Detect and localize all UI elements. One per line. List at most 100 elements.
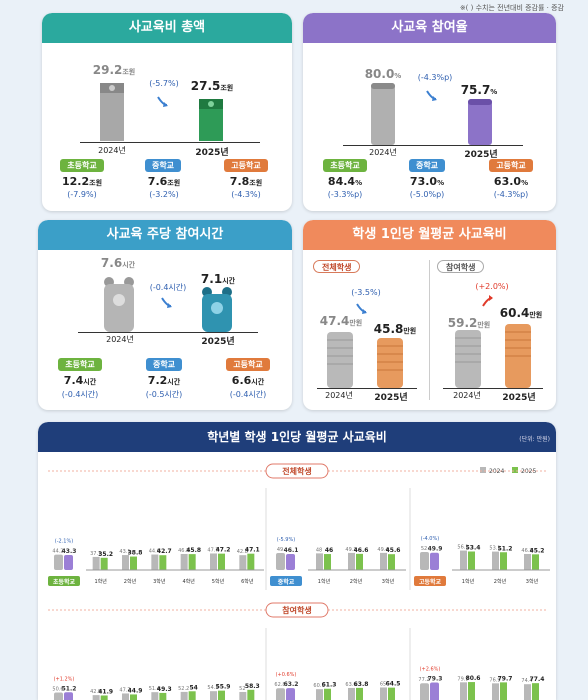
high-value: 63.0% (493, 175, 529, 188)
grade-value-2025: 55.9 (216, 684, 231, 691)
total-bar-2024 (420, 551, 429, 570)
grade-tick-label: 6학년 (241, 578, 254, 585)
grade-bar-2025 (100, 695, 108, 700)
high-change: (-0.4시간) (229, 390, 267, 399)
grade-bar-2024 (210, 691, 217, 700)
level-change: (-2.1%) (55, 539, 73, 545)
grade-bar-2025 (218, 690, 225, 700)
total-value-2024: 50.6 (52, 686, 63, 692)
grade-value-2025: 58.3 (245, 683, 260, 690)
high-tag: 고등학교 (226, 358, 270, 371)
grade-tick-label: 2학년 (124, 578, 137, 585)
down-arrow-icon (426, 90, 437, 101)
grade-value-2025: 64.5 (386, 681, 401, 688)
level-change: (+0.6%) (276, 672, 297, 678)
grade-bar-2024 (92, 695, 100, 700)
grade-value-2025: 45.6 (386, 547, 401, 554)
up-arrow-icon (482, 295, 493, 307)
grade-bar-2024 (348, 687, 355, 700)
grade-bar-2024 (492, 683, 499, 700)
elementary-value: 12.2조원 (61, 175, 103, 188)
grade-bar-2024 (492, 551, 499, 570)
level-change: (-4.0%) (421, 536, 439, 542)
high-tag: 고등학교 (489, 159, 533, 172)
baseline (443, 388, 543, 389)
middle-tag: 중학교 (146, 358, 182, 371)
coin-stack-all-2025-icon (377, 338, 403, 388)
total-bar-2024 (420, 683, 429, 700)
elementary-tag: 초등학교 (60, 159, 104, 172)
year-2024-label: 2024년 (369, 148, 397, 157)
elementary-value: 84.4% (327, 175, 363, 188)
total-value-2024: 77.2 (418, 677, 429, 683)
grade-value-2025: 35.2 (98, 551, 113, 558)
level-change: (+2.6%) (420, 667, 441, 673)
elementary-tag: 초등학교 (323, 159, 367, 172)
part-year-2024-label: 2024년 (453, 391, 481, 400)
legend-2024-swatch (480, 467, 486, 473)
grade-bar-2025 (388, 554, 395, 570)
panel-monthly-per-student: 학생 1인당 월평균 사교육비 전체학생 참여학생 47.4만원 45.8만원 … (303, 220, 556, 410)
panel-title: 사교육비 총액 (42, 13, 292, 43)
part-change: (+2.0%) (475, 282, 509, 291)
clock-2024-icon (104, 277, 134, 332)
total-value-2024: 44.2 (52, 549, 63, 555)
grade-bar-2025 (468, 682, 475, 700)
legend-2025-swatch (512, 467, 518, 473)
baseline (343, 145, 523, 146)
grade-tick-label: 3학년 (153, 578, 166, 585)
grade-value-2025: 63.8 (354, 681, 369, 688)
coin-stack-all-2024-icon (327, 332, 353, 388)
grade-value-2024: 51.4 (149, 686, 160, 692)
total-value-2024: 49 (277, 547, 283, 553)
grade-bar-2024 (239, 691, 247, 700)
grade-bar-2025 (159, 692, 167, 700)
grade-bar-2024 (151, 554, 159, 570)
part-2025-value: 60.4만원 (499, 306, 543, 320)
grade-value-2024: 76.9 (489, 677, 500, 683)
section-pill (265, 463, 329, 479)
grade-value-2024: 42.9 (90, 689, 101, 695)
grade-value-2025: 47.1 (245, 547, 260, 554)
grade-value-2025: 61.3 (322, 682, 337, 689)
total-value-2025: 51.2 (62, 685, 77, 692)
high-value: 6.6시간 (231, 374, 265, 387)
total-2025-value: 27.5조원 (190, 79, 234, 93)
level-tag (414, 576, 446, 586)
footnote: ※( ) 수치는 전년대비 증감률 · 증감 (459, 4, 564, 12)
middle-value: 73.0% (409, 175, 445, 188)
grade-bar-2024 (380, 687, 387, 700)
rate-2025-value: 75.7% (460, 83, 498, 97)
middle-tag: 중학교 (409, 159, 445, 172)
grade-value-2024: 56.1 (457, 545, 468, 551)
clock-2025-icon (202, 287, 232, 332)
grade-tick-label: 5학년 (212, 578, 225, 585)
baseline (78, 332, 258, 333)
total-bar-2025 (64, 692, 73, 700)
grade-value-2024: 49.3 (345, 547, 356, 553)
total-bar-2025 (430, 552, 439, 570)
grade-value-2025: 47.2 (216, 547, 231, 554)
panel-grade-chart: 학년별 학생 1인당 월평균 사교육비 (단위: 만원) 20242025전체학… (38, 422, 556, 700)
hours-2024-value: 7.6시간 (100, 256, 136, 270)
middle-tag: 중학교 (145, 159, 181, 172)
section-label: 참여학생 (282, 605, 311, 615)
grade-bar-2025 (500, 682, 507, 700)
hours-change: (-0.4시간) (149, 283, 187, 292)
year-2024-label: 2024년 (106, 335, 134, 344)
grade-bar-2024 (92, 556, 100, 570)
all-2025-value: 45.8만원 (373, 322, 417, 336)
grade-value-2024: 47.7 (207, 547, 218, 553)
middle-value: 7.2시간 (147, 374, 181, 387)
grade-value-2025: 44.9 (128, 687, 143, 694)
grade-bar-2024 (380, 552, 387, 570)
panel-weekly-hours: 사교육 주당 참여시간 7.6시간 7.1시간 (-0.4시간) 2024년 2… (38, 220, 292, 410)
total-bar-2025 (64, 554, 73, 570)
high-change: (-4.3%p) (493, 190, 529, 199)
level-change: (-5.9%) (277, 537, 295, 543)
grade-bar-chart: 20242025전체학생참여학생44.243.3(-2.1%)초등학교37.73… (48, 463, 550, 700)
grade-value-2024: 60.1 (313, 683, 324, 689)
grade-value-2024: 37.7 (90, 551, 101, 557)
panel-title: 사교육 주당 참여시간 (38, 220, 292, 250)
grade-bar-2025 (188, 554, 196, 570)
